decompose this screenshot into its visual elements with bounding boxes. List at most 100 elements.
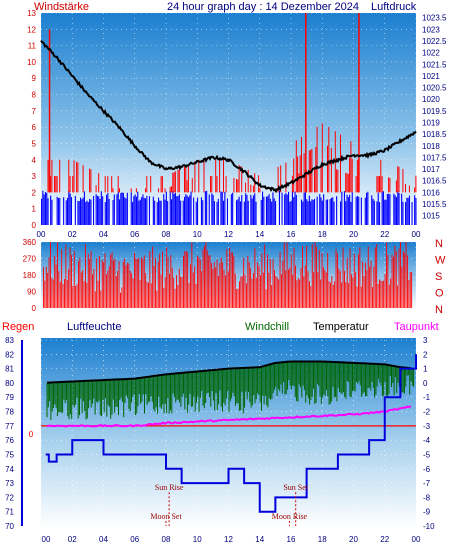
wind-direction-bar	[237, 288, 239, 308]
gust-bar	[376, 201, 378, 225]
wind-direction-bar	[316, 246, 317, 308]
gust-bar	[138, 200, 140, 225]
wind-direction-bar	[188, 282, 190, 308]
wind-bar	[414, 187, 416, 193]
wind-bar	[355, 176, 357, 193]
wind-direction-bar	[391, 254, 393, 308]
wind-direction-bar	[66, 279, 68, 308]
wind-direction-bar	[103, 262, 105, 308]
temperature-line	[47, 360, 412, 384]
wind-direction-bar	[234, 273, 236, 308]
wind-direction-bar	[335, 249, 337, 308]
gust-bar	[358, 196, 360, 225]
humidity-tick: 73	[5, 479, 14, 488]
wind-direction-bar	[345, 281, 347, 308]
gust-bar	[180, 200, 182, 225]
wind-direction-bar	[48, 257, 50, 308]
wind-direction-bar	[183, 255, 184, 308]
wind-direction-bar	[398, 248, 400, 308]
wind-direction-bar	[92, 274, 93, 308]
wind-direction-bar	[267, 254, 268, 308]
wind-bar	[380, 159, 382, 193]
wind-bar	[107, 176, 109, 193]
wind-bar	[330, 147, 332, 193]
wind-direction-bar	[262, 272, 264, 308]
wind-bar	[210, 176, 211, 193]
temperature-humidity-series	[41, 354, 417, 513]
wind-direction-bar	[268, 272, 270, 308]
wind-bar	[72, 176, 74, 193]
wind-direction-bar	[337, 253, 338, 308]
gust-bar	[145, 198, 147, 225]
wind-bar	[90, 169, 92, 193]
gust-bar	[65, 200, 67, 225]
wind-direction-bar	[241, 276, 243, 308]
gust-bar	[314, 198, 316, 225]
gust-bar	[176, 196, 178, 225]
wind-direction-bar	[204, 245, 205, 308]
wind-direction-bar	[342, 247, 344, 308]
wind-direction-bar	[240, 276, 242, 308]
wind-direction-bar	[218, 276, 219, 308]
gust-bar	[275, 201, 277, 225]
wind-direction-bar	[205, 242, 207, 308]
gust-bar	[208, 194, 210, 225]
wind-bar	[415, 175, 417, 193]
gust-bar	[226, 198, 228, 225]
wind-bar	[349, 157, 351, 193]
wind-bar	[186, 180, 188, 193]
wind-direction-bar	[135, 258, 137, 308]
gust-bar	[341, 191, 343, 225]
pressure-series	[40, 40, 417, 194]
wind-direction-bar	[397, 285, 399, 308]
wind-bar	[328, 127, 330, 193]
wind-direction-bar	[160, 274, 162, 308]
wind-bar	[104, 176, 106, 193]
wind-direction-bar	[93, 268, 95, 308]
wind-direction-bar	[225, 275, 226, 308]
compass-label: O	[435, 288, 444, 300]
wind-direction-bar	[297, 278, 299, 308]
wind-direction-bar	[339, 271, 341, 308]
gust-bar	[382, 191, 384, 225]
wind-direction-bar	[58, 270, 60, 308]
gust-bar	[171, 199, 173, 225]
gust-bar	[232, 192, 234, 225]
gust-bar	[42, 190, 44, 225]
wind-bar	[315, 147, 317, 193]
wind-direction-bar	[393, 256, 394, 308]
gust-bar	[307, 201, 309, 225]
wind-bar	[172, 172, 174, 193]
wind-direction-bar	[199, 259, 201, 308]
wind-direction-bar	[313, 272, 315, 308]
wind-speed-tick: 3	[32, 172, 37, 181]
pressure-tick: 1019	[422, 118, 440, 127]
gust-bar	[182, 200, 184, 225]
gust-bar	[46, 192, 48, 225]
wind-speed-tick: 9	[32, 74, 37, 83]
temperature-tick: -6	[423, 465, 431, 474]
wind-bar	[293, 158, 295, 193]
wind-bar	[145, 188, 146, 193]
wind-bar	[236, 179, 237, 193]
pressure-tick: 1015	[422, 212, 440, 221]
wind-direction-bar	[129, 270, 131, 308]
gust-bar	[141, 197, 143, 225]
gust-bar	[332, 197, 334, 225]
hour-tick: 00	[412, 535, 421, 544]
wind-bar	[223, 159, 224, 193]
wind-bar	[259, 188, 261, 193]
gust-bar	[406, 197, 408, 225]
wind-speed-tick: 10	[27, 58, 36, 67]
gust-bar	[262, 191, 264, 225]
wind-direction-bar	[146, 281, 148, 308]
hour-tick: 12	[224, 230, 233, 239]
wind-direction-bar	[352, 277, 354, 308]
wind-bar	[291, 175, 293, 193]
gust-bar	[51, 199, 53, 225]
gust-bar	[308, 195, 310, 225]
gust-bar	[122, 192, 124, 225]
direction-tick: 180	[23, 271, 37, 280]
gust-bar	[407, 197, 409, 225]
